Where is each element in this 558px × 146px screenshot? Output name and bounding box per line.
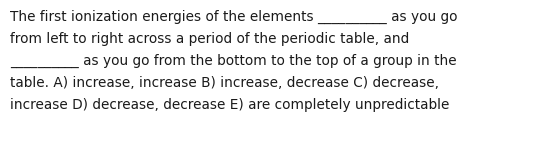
Text: increase D) decrease, decrease E) are completely unpredictable: increase D) decrease, decrease E) are co… bbox=[10, 98, 449, 112]
Text: table. A) increase, increase B) increase, decrease C) decrease,: table. A) increase, increase B) increase… bbox=[10, 76, 439, 90]
Text: The first ionization energies of the elements __________ as you go: The first ionization energies of the ele… bbox=[10, 10, 458, 24]
Text: from left to right across a period of the periodic table, and: from left to right across a period of th… bbox=[10, 32, 409, 46]
Text: __________ as you go from the bottom to the top of a group in the: __________ as you go from the bottom to … bbox=[10, 54, 456, 68]
